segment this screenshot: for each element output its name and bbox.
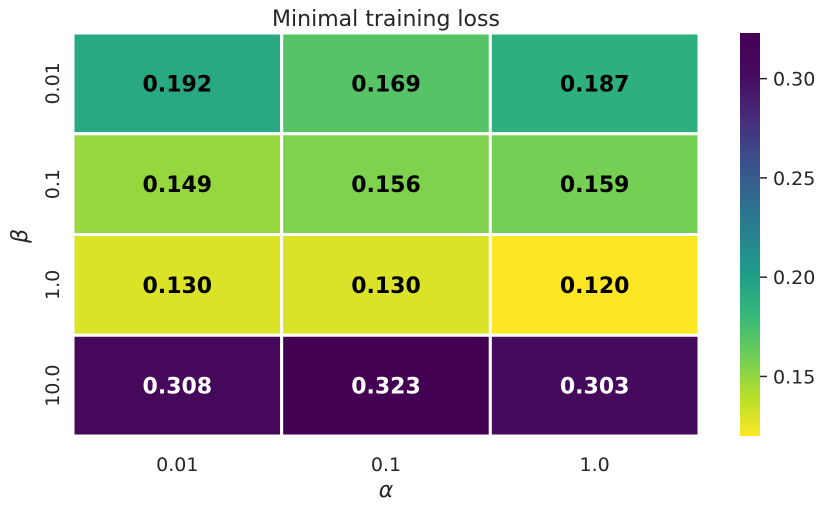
chart-title: Minimal training loss [272, 7, 500, 32]
cell-value-label: 0.192 [143, 72, 213, 97]
heatmap-cell [488, 333, 701, 438]
colorbar-tick-label: 0.20 [773, 267, 815, 289]
cell-value-label: 0.149 [143, 173, 213, 198]
x-axis-label: α [379, 478, 394, 503]
heatmap-cell [280, 233, 492, 337]
x-tick-label: 1.0 [580, 454, 610, 476]
heatmap-cell [71, 333, 284, 438]
cell-value-label: 0.303 [560, 375, 630, 400]
x-tick-label: 0.01 [156, 454, 198, 476]
y-tick-label: 10.0 [42, 364, 64, 406]
colorbar-tick-label: 0.15 [773, 366, 815, 388]
cell-value-label: 0.130 [351, 274, 421, 299]
heatmap-cell [71, 31, 284, 136]
heatmap-cells: 0.192 0.169 0.187 0.149 0.156 0.159 0.130 0.130… [71, 31, 701, 438]
y-tick-label: 1.0 [42, 270, 64, 300]
cell-value-label: 0.120 [560, 274, 630, 299]
cell-value-label: 0.169 [351, 72, 421, 97]
cell-value-label: 0.159 [560, 173, 630, 198]
y-tick-label: 0.01 [42, 62, 64, 104]
colorbar-ticks: 0.15 0.20 0.25 0.30 [760, 69, 815, 388]
cell-value-label: 0.323 [351, 375, 421, 400]
x-tick-labels: 0.01 0.1 1.0 [156, 454, 610, 476]
colorbar-tick-label: 0.25 [773, 168, 815, 190]
colorbar [740, 33, 760, 436]
cell-value-label: 0.308 [143, 375, 213, 400]
cell-value-label: 0.156 [351, 173, 421, 198]
x-tick-label: 0.1 [371, 454, 401, 476]
heatmap-cell [280, 31, 492, 136]
y-axis-label: β [8, 229, 33, 244]
heatmap-cell [488, 132, 701, 236]
y-tick-labels: 0.01 0.1 1.0 10.0 [42, 62, 64, 407]
cell-value-label: 0.130 [143, 274, 213, 299]
colorbar-tick-label: 0.30 [773, 69, 815, 91]
y-tick-label: 0.1 [42, 169, 64, 199]
cell-value-label: 0.187 [560, 72, 630, 97]
